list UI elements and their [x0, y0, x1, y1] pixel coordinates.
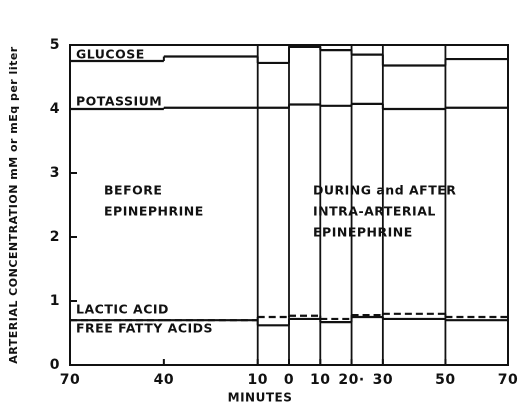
x-tick-label: 10	[247, 372, 267, 388]
x-tick-label: 10	[310, 372, 330, 388]
series-label: GLUCOSE	[76, 47, 145, 62]
annotation: DURING and AFTER	[313, 183, 456, 198]
x-tick-label: 50	[435, 372, 455, 388]
x-tick-label: 0	[284, 372, 294, 388]
y-axis-label: ARTERIAL CONCENTRATION mM or mEq per lit…	[7, 46, 20, 364]
x-tick-label: 70	[60, 372, 80, 388]
y-tick-label: 1	[50, 293, 60, 309]
x-tick-label: 70	[498, 372, 518, 388]
annotation: INTRA-ARTERIAL	[313, 204, 436, 219]
x-tick-label: 20·	[338, 372, 364, 388]
y-tick-label: 5	[50, 37, 60, 53]
annotation: EPINEPHRINE	[104, 204, 204, 219]
y-tick-label: 4	[50, 101, 60, 117]
y-tick-label: 3	[50, 165, 60, 181]
x-axis-label: MINUTES	[228, 391, 293, 405]
annotation: EPINEPHRINE	[313, 225, 413, 240]
x-tick-label: 40	[154, 372, 174, 388]
x-tick-label: 30	[373, 372, 393, 388]
series-label: FREE FATTY ACIDS	[76, 321, 213, 336]
y-tick-label: 2	[50, 229, 60, 245]
series-label: LACTIC ACID	[76, 302, 169, 317]
series-label: POTASSIUM	[76, 94, 162, 109]
annotation: BEFORE	[104, 183, 162, 198]
y-tick-label: 0	[50, 357, 60, 373]
